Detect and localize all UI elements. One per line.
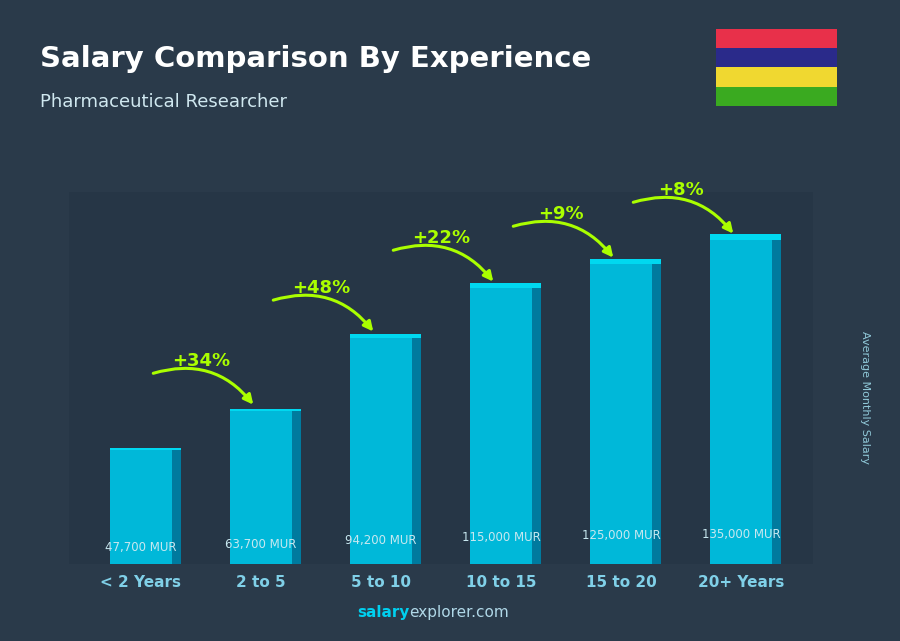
Text: Salary Comparison By Experience: Salary Comparison By Experience bbox=[40, 45, 592, 73]
Polygon shape bbox=[652, 264, 661, 564]
Polygon shape bbox=[772, 240, 780, 564]
Text: 125,000 MUR: 125,000 MUR bbox=[581, 529, 661, 542]
Bar bbox=[350, 338, 412, 564]
Bar bbox=[716, 29, 837, 48]
Text: salary: salary bbox=[357, 604, 410, 620]
Bar bbox=[230, 412, 292, 564]
Polygon shape bbox=[412, 338, 420, 564]
Polygon shape bbox=[532, 288, 541, 564]
Text: +22%: +22% bbox=[412, 229, 470, 247]
Bar bbox=[710, 240, 772, 564]
Text: 94,200 MUR: 94,200 MUR bbox=[346, 534, 417, 547]
Polygon shape bbox=[230, 408, 301, 412]
Bar bbox=[716, 87, 837, 106]
Text: +34%: +34% bbox=[172, 353, 230, 370]
Text: +9%: +9% bbox=[538, 205, 584, 223]
Text: +48%: +48% bbox=[292, 279, 350, 297]
Text: 63,700 MUR: 63,700 MUR bbox=[225, 538, 297, 551]
Text: 135,000 MUR: 135,000 MUR bbox=[702, 528, 780, 541]
Polygon shape bbox=[292, 412, 301, 564]
Text: Average Monthly Salary: Average Monthly Salary bbox=[860, 331, 869, 464]
Polygon shape bbox=[110, 447, 181, 450]
Polygon shape bbox=[590, 259, 661, 264]
Text: Pharmaceutical Researcher: Pharmaceutical Researcher bbox=[40, 93, 287, 111]
Polygon shape bbox=[172, 450, 181, 564]
Bar bbox=[716, 67, 837, 87]
Bar bbox=[590, 264, 652, 564]
Polygon shape bbox=[350, 334, 420, 338]
Bar bbox=[470, 288, 532, 564]
Polygon shape bbox=[470, 283, 541, 288]
Polygon shape bbox=[710, 235, 780, 240]
Text: 47,700 MUR: 47,700 MUR bbox=[105, 540, 176, 554]
Bar bbox=[110, 450, 172, 564]
Text: 115,000 MUR: 115,000 MUR bbox=[462, 531, 540, 544]
Text: explorer.com: explorer.com bbox=[410, 604, 509, 620]
Text: +8%: +8% bbox=[658, 181, 704, 199]
Bar bbox=[716, 48, 837, 67]
